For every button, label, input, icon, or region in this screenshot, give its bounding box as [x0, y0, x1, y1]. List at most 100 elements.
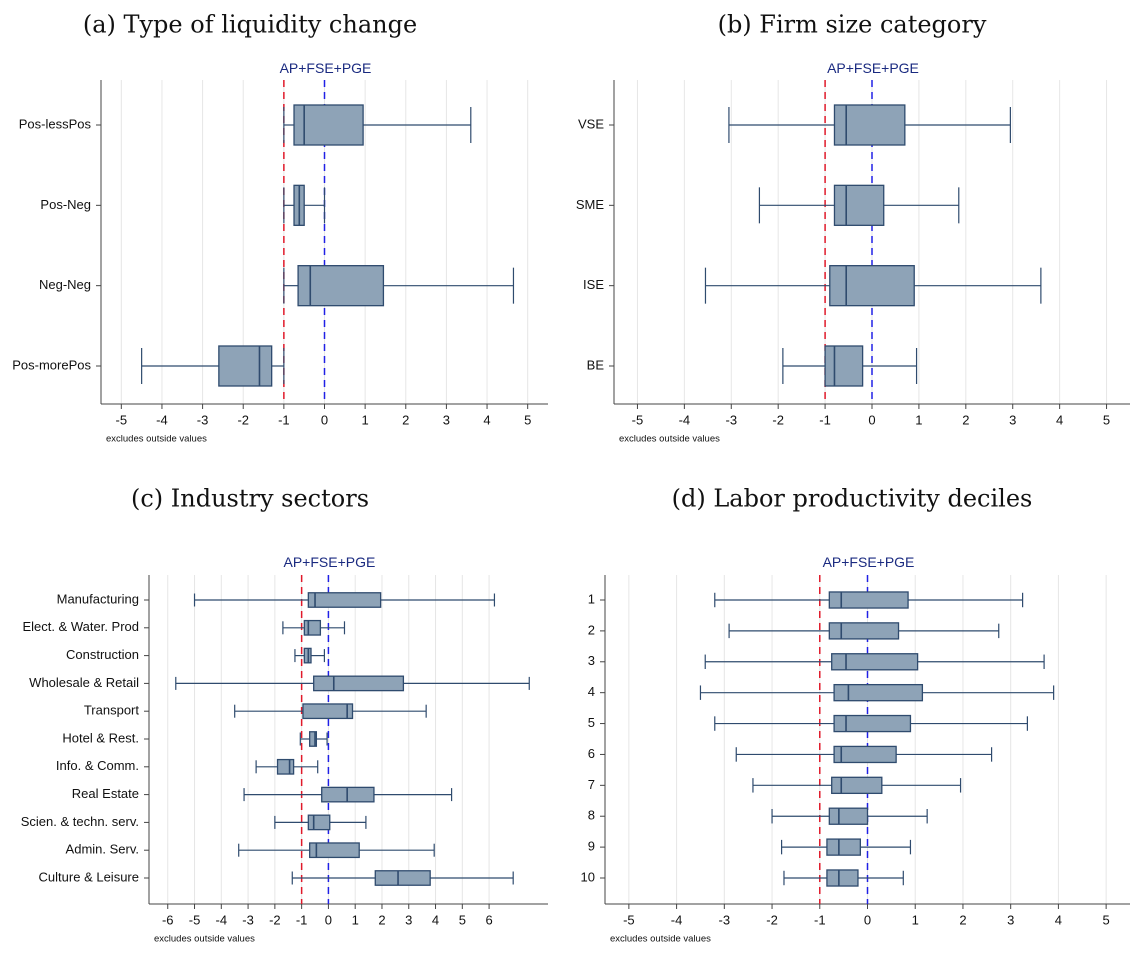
category-label: 1 [588, 591, 595, 606]
x-tick-label: -1 [819, 412, 831, 427]
box [218, 345, 273, 387]
x-tick-label: 2 [959, 912, 966, 927]
category-label: Pos-morePos [12, 357, 91, 372]
x-tick-label: 2 [402, 412, 409, 427]
x-tick-label: 3 [1007, 912, 1014, 927]
x-tick-label: -3 [242, 912, 254, 927]
category-label: Neg-Neg [39, 277, 91, 292]
category-label: ISE [583, 277, 604, 292]
box [833, 714, 912, 733]
x-tick-label: 1 [362, 412, 369, 427]
x-tick-label: 0 [864, 912, 871, 927]
box [833, 184, 885, 226]
category-label: VSE [578, 116, 604, 131]
box [309, 842, 360, 859]
x-tick-label: -3 [197, 412, 209, 427]
box [826, 838, 861, 856]
box [374, 870, 431, 886]
box [307, 814, 331, 831]
category-label: Elect. & Water. Prod [22, 619, 139, 634]
category-label: Manufacturing [57, 591, 139, 606]
x-tick-label: -2 [772, 412, 784, 427]
category-label: 4 [588, 684, 595, 699]
x-tick-label: 5 [524, 412, 531, 427]
box [293, 104, 364, 146]
category-label: 8 [588, 808, 595, 823]
x-tick-label: -5 [632, 412, 644, 427]
x-tick-label: 3 [405, 912, 412, 927]
x-tick-label: 5 [1103, 412, 1110, 427]
axis-note: excludes outside values [154, 934, 255, 945]
panel-title: (a) Type of liquidity change [83, 11, 417, 39]
box [824, 345, 864, 387]
panel-a: (a) Type of liquidity change -5 -4 -3 -2 -1 0 1… [12, 11, 548, 445]
reference-label: AP+FSE+PGE [827, 60, 919, 76]
panel-d: (d) Labor productivity deciles -5 -4 -3 -2 -1… [581, 485, 1130, 945]
box [307, 592, 382, 608]
x-tick-label: 0 [325, 912, 332, 927]
panel-title: (d) Labor productivity deciles [672, 485, 1033, 513]
category-label: Hotel & Rest. [62, 730, 139, 745]
box [831, 776, 883, 795]
x-tick-label: -1 [278, 412, 290, 427]
box [828, 807, 869, 825]
x-tick-label: -2 [269, 912, 281, 927]
x-tick-label: -6 [162, 912, 174, 927]
x-tick-label: 4 [432, 912, 439, 927]
box [309, 731, 318, 747]
category-label: Admin. Serv. [66, 842, 139, 857]
category-label: Pos-lessPos [19, 116, 92, 131]
panel-c: (c) Industry sectors -6 -5 -4 -3 -2 -1 0 1 2 3 4 5 6 e… [21, 485, 548, 945]
box [831, 653, 919, 671]
box [833, 745, 897, 764]
axis-note: excludes outside values [106, 434, 207, 445]
panel-title: (c) Industry sectors [131, 485, 369, 513]
x-tick-label: 6 [485, 912, 492, 927]
x-tick-label: -2 [766, 912, 778, 927]
category-label: Construction [66, 647, 139, 662]
reference-label: AP+FSE+PGE [823, 554, 915, 570]
category-label: 7 [588, 777, 595, 792]
x-tick-label: -1 [296, 912, 308, 927]
x-tick-label: 2 [962, 412, 969, 427]
x-tick-label: -5 [116, 412, 128, 427]
category-label: Scien. & techn. serv. [21, 814, 139, 829]
box [828, 591, 909, 609]
x-tick-label: 4 [1055, 912, 1062, 927]
reference-label: AP+FSE+PGE [280, 60, 372, 76]
axis-note: excludes outside values [610, 934, 711, 945]
category-label: Culture & Leisure [39, 869, 139, 884]
box [276, 758, 295, 775]
axis-note: excludes outside values [619, 434, 720, 445]
x-tick-label: 0 [868, 412, 875, 427]
category-label: Real Estate [72, 786, 139, 801]
x-tick-label: -4 [671, 912, 683, 927]
box [313, 675, 405, 692]
x-tick-label: -3 [719, 912, 731, 927]
x-tick-label: 2 [378, 912, 385, 927]
category-label: Transport [84, 703, 140, 718]
reference-label: AP+FSE+PGE [284, 554, 376, 570]
box [297, 265, 385, 307]
x-tick-label: 1 [352, 912, 359, 927]
x-tick-label: 3 [443, 412, 450, 427]
panel-b: (b) Firm size category -5 -4 -3 -2 -1 0 1 2 3 4 5 ex… [576, 11, 1130, 445]
category-label: Pos-Neg [40, 197, 91, 212]
category-label: 5 [588, 715, 595, 730]
x-tick-label: -4 [216, 912, 228, 927]
x-tick-label: -1 [814, 912, 826, 927]
box [829, 265, 915, 307]
category-label: BE [587, 357, 605, 372]
box [826, 869, 859, 887]
category-label: 6 [588, 746, 595, 761]
x-tick-label: 0 [321, 412, 328, 427]
category-label: 9 [588, 839, 595, 854]
x-tick-label: -4 [679, 412, 691, 427]
x-tick-label: 1 [912, 912, 919, 927]
box [302, 703, 354, 720]
x-tick-label: -3 [725, 412, 737, 427]
x-tick-label: 5 [459, 912, 466, 927]
x-tick-label: 1 [915, 412, 922, 427]
x-tick-label: -4 [156, 412, 168, 427]
